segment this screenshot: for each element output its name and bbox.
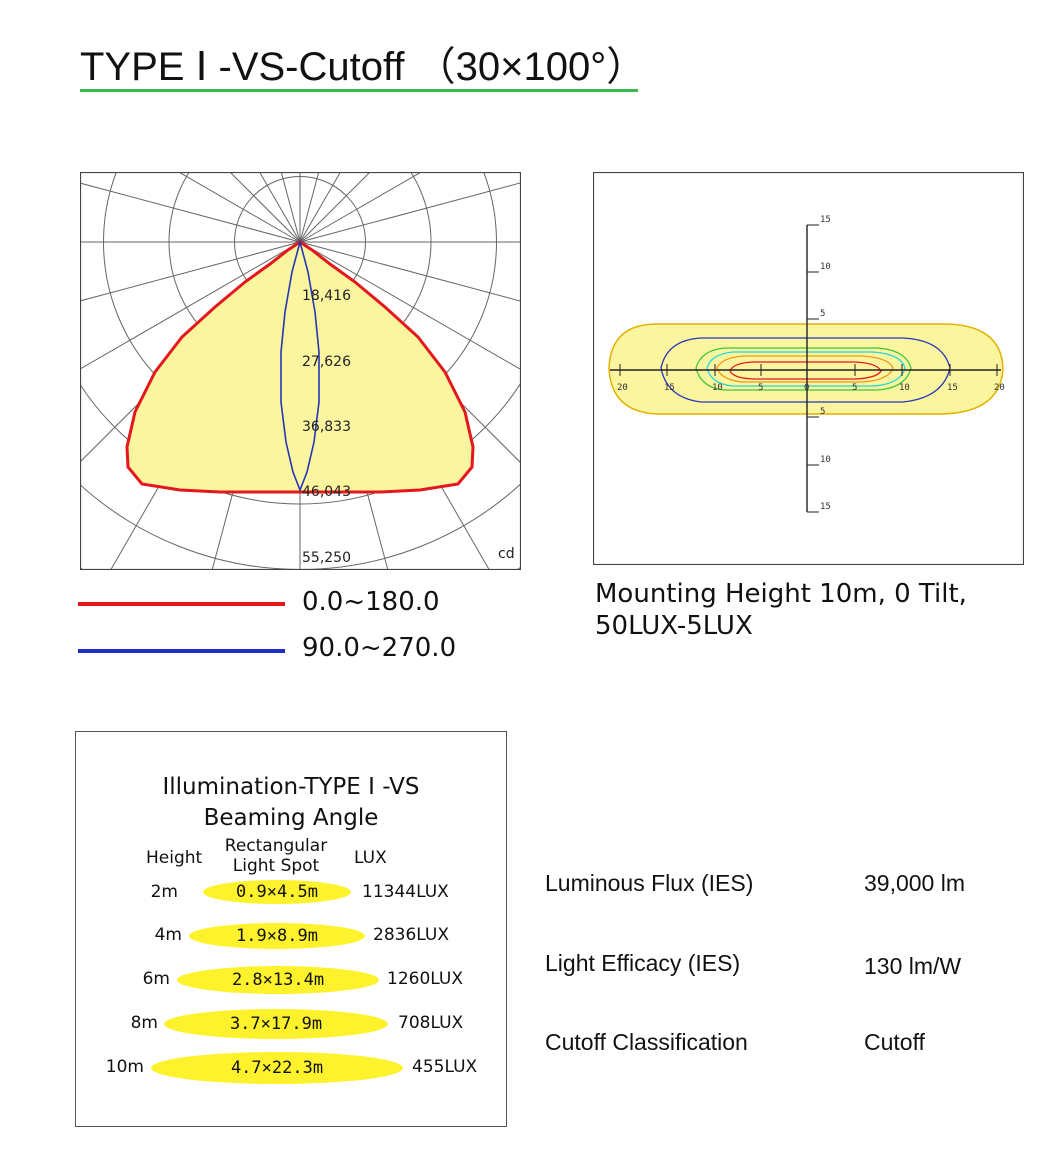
row-height: 6m bbox=[142, 969, 170, 989]
row-height: 2m bbox=[150, 882, 178, 902]
illumination-title: Illumination-TYPE Ⅰ -VS bbox=[162, 774, 420, 800]
row-spot: 3.7×17.9m bbox=[164, 1009, 388, 1039]
illumination-table: Illumination-TYPE Ⅰ -VS Beaming Angle He… bbox=[75, 731, 507, 1127]
row-spot: 2.8×13.4m bbox=[177, 966, 379, 994]
y-tick-label: 15 bbox=[820, 502, 831, 512]
row-lux: 11344LUX bbox=[362, 882, 449, 902]
col-header-height: Height bbox=[146, 848, 203, 868]
legend-line-blue bbox=[78, 649, 285, 653]
row-spot-label: 4.7×22.3m bbox=[230, 1058, 324, 1078]
spec-value-efficacy: 130 lm/W bbox=[864, 953, 962, 979]
contour-30lux bbox=[706, 351, 906, 387]
row-height: 10m bbox=[105, 1057, 144, 1077]
unit-label: cd bbox=[498, 546, 515, 562]
row-lux: 2836LUX bbox=[373, 925, 449, 945]
row-lux: 1260LUX bbox=[387, 969, 463, 989]
x-tick-label: 0 bbox=[804, 383, 809, 393]
x-tick-label: 15 bbox=[664, 383, 675, 393]
isolux-caption-line2: 50LUX-5LUX bbox=[595, 611, 753, 641]
col-header-spot-line2: Light Spot bbox=[232, 856, 320, 876]
ring-label-36833: 36,833 bbox=[302, 419, 351, 435]
col-header-spot-line1: Rectangular bbox=[224, 836, 328, 856]
y-tick-label: 15 bbox=[820, 215, 831, 225]
legend-label-0-180: 0.0~180.0 bbox=[302, 587, 440, 617]
row-spot: 0.9×4.5m bbox=[203, 880, 351, 904]
x-tick-label: 10 bbox=[712, 383, 723, 393]
legend-line-red bbox=[78, 602, 285, 606]
polar-frame bbox=[80, 172, 521, 570]
isolux-caption: Mounting Height 10m, 0 Tilt, 50LUX-5LUX bbox=[595, 578, 967, 642]
row-height: 8m bbox=[130, 1013, 158, 1033]
x-tick-label: 15 bbox=[947, 383, 958, 393]
row-spot-label: 2.8×13.4m bbox=[231, 970, 325, 990]
row-lux: 708LUX bbox=[398, 1013, 464, 1033]
row-height: 4m bbox=[154, 925, 182, 945]
spec-value-cutoff: Cutoff bbox=[864, 1029, 925, 1055]
spec-value-flux: 39,000 lm bbox=[864, 870, 966, 896]
y-tick-label: 10 bbox=[820, 455, 831, 465]
polar-spoke bbox=[299, 241, 521, 371]
polar-spoke bbox=[177, 172, 301, 243]
y-tick-label: 10 bbox=[820, 262, 831, 272]
col-header-lux: LUX bbox=[354, 848, 387, 868]
col-header-spot: Rectangular Light Spot bbox=[216, 836, 336, 876]
x-tick-label: 10 bbox=[899, 383, 910, 393]
isolux-caption-line1: Mounting Height 10m, 0 Tilt, bbox=[595, 579, 967, 609]
spec-label-cutoff: Cutoff Classification bbox=[545, 1029, 748, 1055]
x-tick-label: 5 bbox=[758, 383, 763, 393]
x-tick-label: 20 bbox=[994, 383, 1005, 393]
polar-spoke bbox=[80, 182, 301, 243]
row-lux: 455LUX bbox=[412, 1057, 478, 1077]
polar-spoke bbox=[80, 241, 301, 370]
row-spot-label: 1.9×8.9m bbox=[236, 926, 318, 946]
polar-spoke bbox=[299, 172, 371, 243]
row-spot-label: 3.7×17.9m bbox=[229, 1014, 323, 1034]
spec-label-flux: Luminous Flux (IES) bbox=[545, 870, 754, 896]
curve-0-180 bbox=[125, 240, 475, 494]
curve-90-270 bbox=[280, 238, 320, 493]
contour-50lux bbox=[729, 361, 882, 380]
row-spot: 1.9×8.9m bbox=[189, 923, 365, 949]
illumination-subtitle: Beaming Angle bbox=[203, 805, 379, 831]
polar-spoke bbox=[299, 172, 341, 243]
polar-spoke bbox=[80, 241, 301, 302]
contour-10lux bbox=[660, 337, 951, 403]
ring-label-46043: 46,043 bbox=[302, 484, 351, 500]
x-tick-label: 5 bbox=[852, 383, 857, 393]
isolux-ticks: 20 15 10 5 0 5 10 15 20 15 10 5 5 10 15 bbox=[617, 215, 1005, 513]
title-underline bbox=[80, 89, 638, 92]
contour-5lux bbox=[608, 323, 1004, 415]
y-tick-label: 5 bbox=[820, 309, 825, 319]
ring-label-55250: 55,250 bbox=[302, 550, 351, 566]
spec-label-efficacy: Light Efficacy (IES) bbox=[545, 950, 741, 976]
page-title: TYPE Ⅰ -VS-Cutoff （30×100°） bbox=[80, 45, 647, 89]
y-tick-label: 5 bbox=[820, 407, 825, 417]
polar-candela-diagram: 18,416 27,626 36,833 46,043 55,250 cd bbox=[80, 172, 521, 570]
contour-40lux bbox=[716, 355, 894, 383]
ring-label-27626: 27,626 bbox=[302, 354, 351, 370]
polar-spoke bbox=[299, 172, 423, 243]
x-tick-label: 20 bbox=[617, 383, 628, 393]
isolux-diagram: 20 15 10 5 0 5 10 15 20 15 10 5 5 10 15 bbox=[593, 172, 1024, 565]
legend-label-90-270: 90.0~270.0 bbox=[302, 633, 457, 663]
row-spot-label: 0.9×4.5m bbox=[236, 882, 318, 902]
ring-label-18416: 18,416 bbox=[302, 288, 351, 304]
row-spot: 4.7×22.3m bbox=[151, 1052, 403, 1084]
polar-spoke bbox=[299, 182, 521, 243]
polar-spoke bbox=[299, 241, 521, 302]
contour-20lux bbox=[695, 347, 912, 391]
